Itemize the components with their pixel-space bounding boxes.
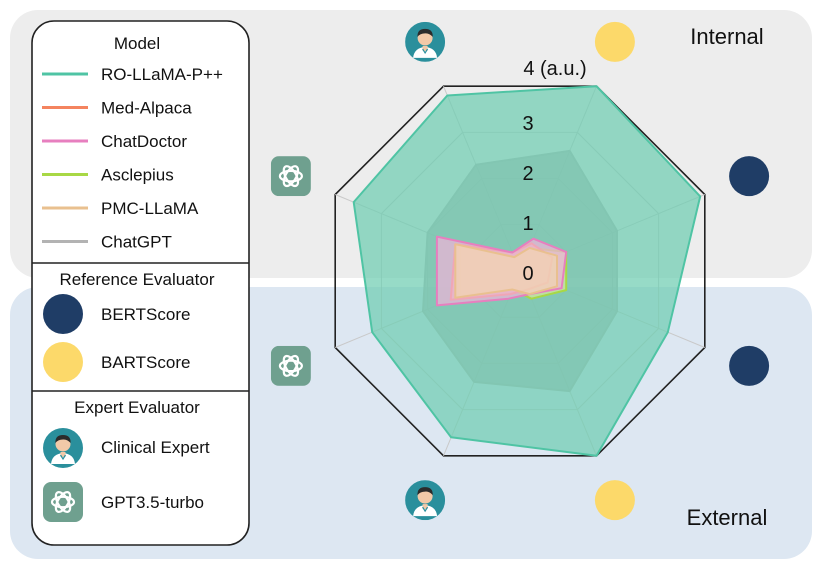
doctor-icon [405,21,446,62]
legend-model-title: Model [114,34,160,53]
legend-reference-label: BERTScore [101,305,190,324]
tick-label: 3 [522,113,533,135]
radar-chart: 0 1 2 3 4 (a.u.) [270,21,770,521]
openai-icon [270,156,311,197]
legend-model-label: Med-Alpaca [101,99,192,118]
legend-reference-title: Reference Evaluator [60,270,215,289]
series-pmc-llama [454,243,558,299]
yellow-circle-icon [594,21,635,62]
legend-expert-label: Clinical Expert [101,438,210,457]
bartscore-icon [43,342,83,382]
legend-model-label: Asclepius [101,166,174,185]
openai-icon [270,345,311,386]
navy-circle-icon [729,345,770,386]
tick-label: 0 [522,263,533,285]
external-label: External [687,505,768,530]
legend-expert-title: Expert Evaluator [74,398,200,417]
internal-label: Internal [690,24,763,49]
openai-icon [43,482,83,522]
doctor-icon [43,428,83,468]
legend-reference-label: BARTScore [101,353,190,372]
navy-circle-icon [729,156,770,197]
legend-model-label: PMC-LLaMA [101,199,199,218]
legend-box [31,20,250,546]
doctor-icon [405,480,446,521]
bertscore-icon [43,294,83,334]
legend-expert-label: GPT3.5-turbo [101,493,204,512]
legend: Model RO-LLaMA-P++ Med-Alpaca ChatDoctor As… [31,20,250,546]
legend-model-label: RO-LLaMA-P++ [101,65,223,84]
tick-label: 1 [522,213,533,235]
yellow-circle-icon [594,480,635,521]
legend-model-label: ChatGPT [101,233,172,252]
legend-model-label: ChatDoctor [101,132,187,151]
tick-label: 2 [522,163,533,185]
unit-label: 4 (a.u.) [523,58,586,80]
